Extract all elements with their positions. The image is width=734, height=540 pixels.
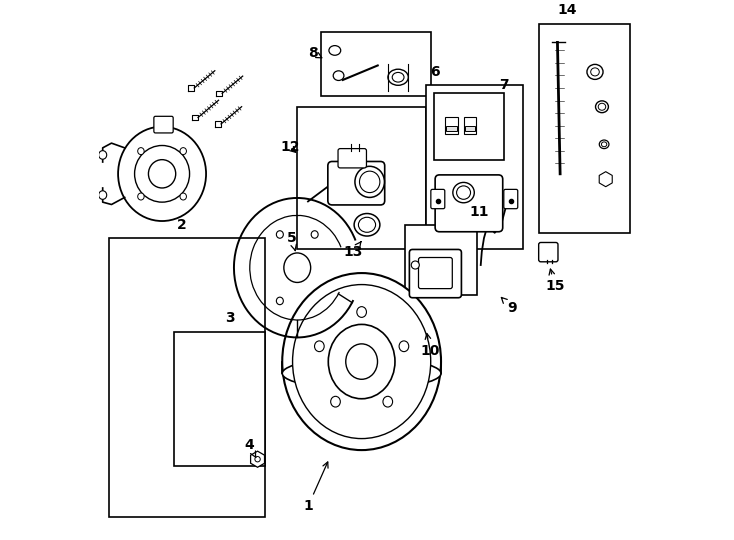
Ellipse shape — [118, 126, 206, 221]
Bar — [465, 126, 476, 131]
Ellipse shape — [180, 193, 186, 200]
Text: 7: 7 — [499, 78, 509, 92]
Ellipse shape — [315, 341, 324, 352]
Ellipse shape — [138, 147, 144, 154]
Ellipse shape — [411, 261, 419, 269]
Text: 4: 4 — [244, 438, 255, 457]
Ellipse shape — [595, 101, 608, 113]
Bar — [174, 332, 265, 466]
Ellipse shape — [134, 145, 189, 202]
Ellipse shape — [591, 68, 599, 76]
Text: 8: 8 — [308, 46, 321, 60]
Ellipse shape — [453, 183, 474, 203]
Ellipse shape — [98, 151, 106, 159]
Ellipse shape — [346, 344, 377, 379]
Ellipse shape — [392, 72, 404, 82]
FancyBboxPatch shape — [539, 242, 558, 262]
Polygon shape — [188, 85, 195, 91]
Text: 6: 6 — [430, 65, 440, 79]
Ellipse shape — [333, 71, 344, 80]
Text: 9: 9 — [501, 298, 517, 315]
Text: 13: 13 — [344, 241, 363, 259]
Bar — [464, 118, 476, 133]
FancyBboxPatch shape — [154, 116, 173, 133]
Polygon shape — [192, 115, 198, 120]
FancyBboxPatch shape — [410, 249, 462, 298]
Ellipse shape — [148, 160, 175, 188]
Bar — [297, 107, 426, 249]
Bar — [321, 32, 432, 96]
Bar — [109, 238, 265, 517]
Bar — [434, 93, 504, 160]
Ellipse shape — [98, 191, 106, 199]
Bar — [446, 126, 457, 131]
Ellipse shape — [357, 307, 366, 318]
Ellipse shape — [598, 103, 606, 110]
Ellipse shape — [283, 357, 441, 389]
Ellipse shape — [255, 456, 261, 462]
Ellipse shape — [331, 396, 341, 407]
Ellipse shape — [180, 147, 186, 154]
Ellipse shape — [277, 297, 283, 305]
Ellipse shape — [360, 171, 380, 193]
Ellipse shape — [457, 186, 470, 199]
Ellipse shape — [599, 140, 609, 149]
Ellipse shape — [358, 217, 376, 232]
Polygon shape — [215, 122, 221, 126]
FancyBboxPatch shape — [338, 148, 366, 168]
FancyBboxPatch shape — [418, 258, 452, 288]
Bar — [539, 24, 630, 233]
Text: 12: 12 — [280, 140, 299, 154]
Bar — [446, 118, 458, 133]
Bar — [404, 225, 477, 294]
FancyBboxPatch shape — [504, 190, 517, 208]
Text: 15: 15 — [545, 269, 564, 293]
Ellipse shape — [388, 69, 408, 85]
Ellipse shape — [277, 231, 283, 238]
Ellipse shape — [354, 213, 380, 236]
Text: 11: 11 — [470, 205, 490, 219]
Ellipse shape — [293, 285, 431, 438]
FancyBboxPatch shape — [328, 161, 385, 205]
FancyBboxPatch shape — [431, 190, 445, 208]
Ellipse shape — [138, 193, 144, 200]
Ellipse shape — [399, 341, 409, 352]
Ellipse shape — [284, 253, 310, 282]
Ellipse shape — [311, 231, 318, 238]
Ellipse shape — [329, 45, 341, 55]
Polygon shape — [216, 91, 222, 96]
Text: 2: 2 — [177, 218, 186, 232]
Ellipse shape — [328, 325, 395, 399]
Text: 14: 14 — [557, 3, 577, 17]
Text: 10: 10 — [421, 334, 440, 358]
Text: 5: 5 — [287, 231, 297, 251]
Text: 3: 3 — [225, 310, 235, 325]
Text: 1: 1 — [303, 462, 328, 514]
Ellipse shape — [383, 396, 393, 407]
Ellipse shape — [587, 64, 603, 79]
FancyBboxPatch shape — [435, 175, 503, 232]
Ellipse shape — [283, 273, 441, 450]
Ellipse shape — [601, 142, 607, 147]
Ellipse shape — [355, 166, 385, 198]
Bar — [426, 85, 523, 249]
